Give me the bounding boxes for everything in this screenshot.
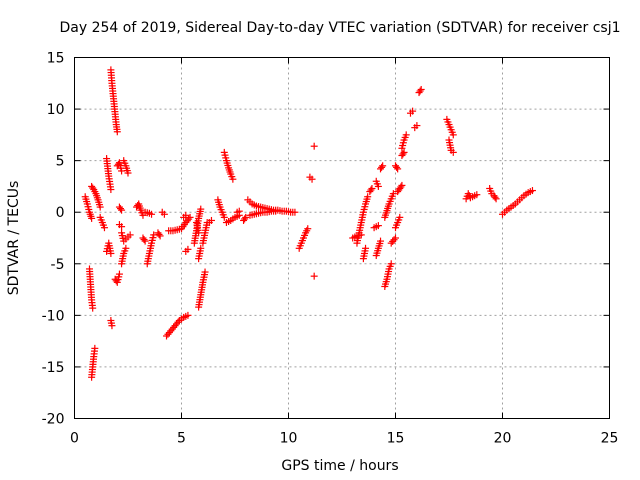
data-point xyxy=(140,236,148,244)
chart-title: Day 254 of 2019, Sidereal Day-to-day VTE… xyxy=(59,20,620,36)
data-point xyxy=(387,260,395,268)
data-point xyxy=(399,150,407,158)
data-point xyxy=(379,162,387,170)
plot-frame xyxy=(74,57,610,419)
data-point xyxy=(491,193,499,201)
data-point xyxy=(417,85,425,93)
y-tick-label: -5 xyxy=(51,257,65,273)
x-tick-label: 10 xyxy=(280,431,298,447)
data-point xyxy=(242,213,250,221)
x-tick-label: 25 xyxy=(601,431,619,447)
data-point xyxy=(89,304,97,312)
data-point xyxy=(528,187,536,195)
data-point xyxy=(107,186,115,194)
data-point xyxy=(108,322,116,330)
data-point xyxy=(229,175,237,183)
data-point xyxy=(174,318,182,326)
y-tick-label: -20 xyxy=(42,412,65,428)
data-point xyxy=(156,232,164,240)
data-point xyxy=(117,205,125,213)
data-point xyxy=(197,244,205,252)
data-point xyxy=(241,215,249,223)
data-point xyxy=(195,229,203,237)
data-point xyxy=(390,236,398,244)
grid-lines xyxy=(74,57,610,419)
data-point xyxy=(235,207,243,215)
data-point xyxy=(272,207,280,215)
data-point xyxy=(115,270,123,278)
data-point xyxy=(141,237,149,245)
data-point xyxy=(394,165,402,173)
y-axis-ticks: 15 10 5 0 -5 -10 -15 -20 xyxy=(42,51,610,428)
data-point xyxy=(160,210,168,218)
data-point xyxy=(185,215,193,223)
data-point xyxy=(107,249,115,257)
y-tick-label: -15 xyxy=(42,360,65,376)
y-tick-label: 0 xyxy=(56,205,65,221)
x-tick-label: 20 xyxy=(494,431,512,447)
y-tick-label: 10 xyxy=(47,102,65,118)
data-point xyxy=(96,203,104,211)
data-point xyxy=(308,175,316,183)
data-point xyxy=(374,182,382,190)
data-point xyxy=(368,184,376,192)
data-point xyxy=(220,213,228,221)
x-axis-label: GPS time / hours xyxy=(281,458,398,474)
data-point xyxy=(396,213,404,221)
data-point xyxy=(492,195,500,203)
data-point xyxy=(413,122,421,130)
data-point xyxy=(148,210,156,218)
data-point xyxy=(364,193,372,201)
data-point xyxy=(392,234,399,242)
data-point xyxy=(409,107,417,115)
data-point xyxy=(89,184,97,192)
data-point xyxy=(400,148,408,156)
data-point xyxy=(416,87,424,95)
data-point xyxy=(402,131,410,139)
data-point xyxy=(398,181,406,189)
data-point xyxy=(155,230,163,238)
data-point xyxy=(122,244,130,252)
data-point xyxy=(118,206,126,214)
x-tick-label: 0 xyxy=(70,431,79,447)
data-point xyxy=(449,148,457,156)
data-point xyxy=(362,244,370,252)
data-point xyxy=(389,190,397,198)
data-point xyxy=(184,245,192,253)
x-tick-label: 5 xyxy=(177,431,186,447)
data-point xyxy=(113,128,121,136)
data-point xyxy=(310,142,318,150)
data-point xyxy=(182,211,190,219)
data-point xyxy=(393,163,401,171)
data-point xyxy=(291,208,299,216)
data-point xyxy=(310,272,318,280)
data-point xyxy=(88,214,96,222)
x-axis-ticks: 0 5 10 15 20 25 xyxy=(70,57,619,447)
y-tick-label: 15 xyxy=(47,51,65,67)
data-point xyxy=(304,225,312,233)
y-tick-label: -10 xyxy=(42,308,65,324)
data-point xyxy=(118,223,126,231)
data-points xyxy=(81,66,536,381)
data-point xyxy=(184,311,192,319)
y-axis-label: SDTVAR / TECUs xyxy=(6,181,22,296)
y-tick-label: 5 xyxy=(56,154,65,170)
data-point xyxy=(378,163,386,171)
data-point xyxy=(186,213,194,221)
data-point xyxy=(374,222,382,230)
data-point xyxy=(126,231,134,239)
data-point xyxy=(367,186,375,194)
data-point xyxy=(201,268,209,276)
data-point xyxy=(377,237,385,245)
data-point xyxy=(473,191,481,199)
data-point xyxy=(449,131,457,139)
data-point xyxy=(207,216,215,224)
data-point xyxy=(91,344,99,352)
data-point xyxy=(100,224,108,232)
data-point xyxy=(397,183,405,191)
data-point xyxy=(124,169,132,177)
data-point xyxy=(197,205,205,213)
x-tick-label: 15 xyxy=(387,431,405,447)
